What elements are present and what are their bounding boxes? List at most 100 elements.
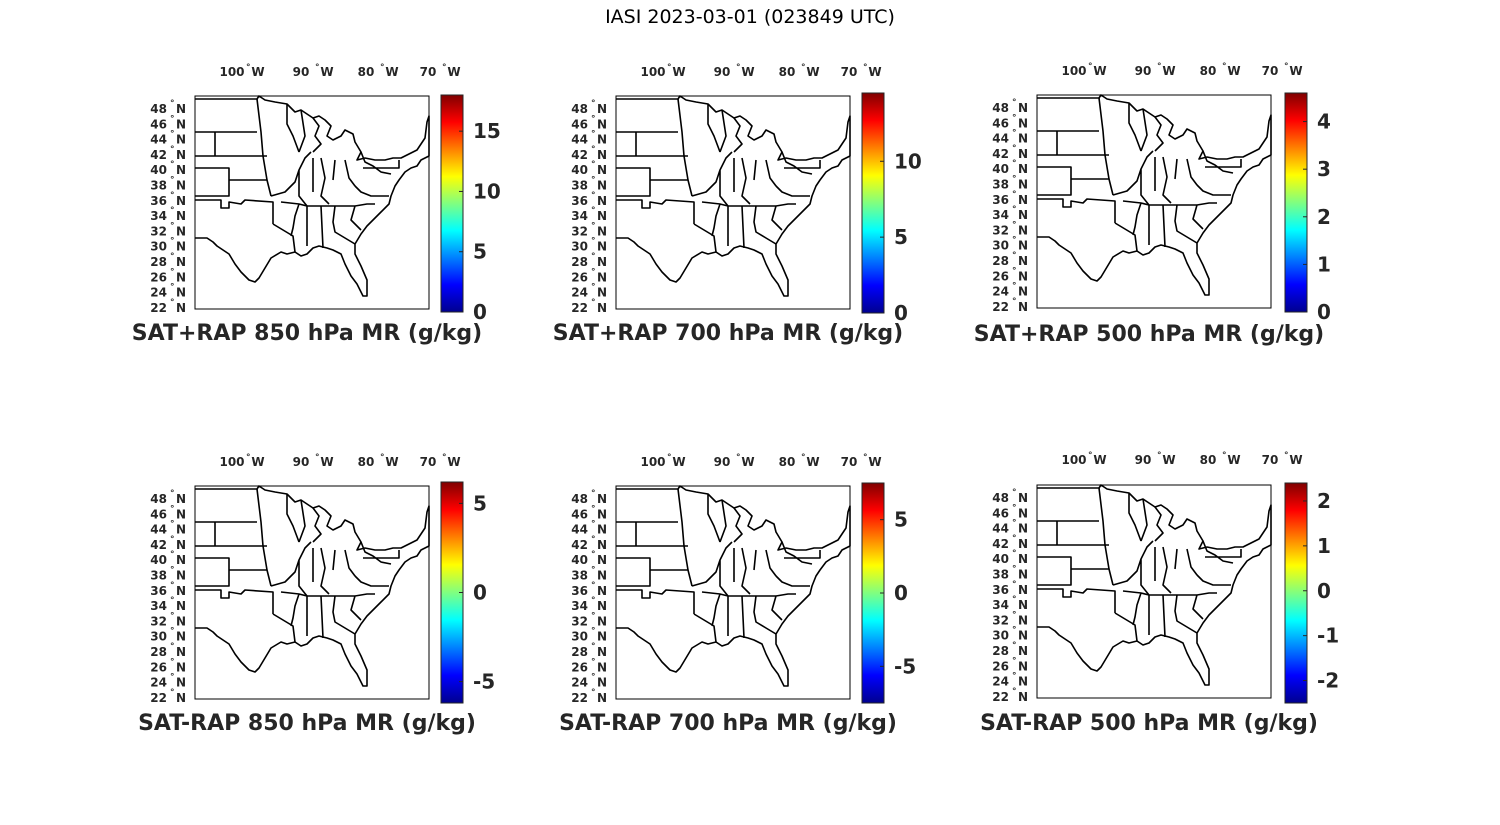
lat-suffix: N [176, 630, 186, 644]
lon-label: 100 [640, 455, 665, 469]
lon-label: 80 [779, 65, 796, 79]
us-states-map-icon [616, 485, 851, 687]
colorbar-tick-label: 0 [1317, 300, 1331, 324]
degree-mark: ° [1012, 129, 1017, 139]
lat-suffix: N [1018, 101, 1028, 115]
degree-mark: ° [315, 453, 320, 463]
map-panel-4: 100 ° W 90 ° W 80 ° W 70 ° W48 ° N46 ° N44 ° N42 ° N40 ° N38 °… [138, 453, 495, 736]
lon-label: 90 [714, 65, 731, 79]
lat-suffix: N [176, 523, 186, 537]
lat-suffix: N [597, 255, 607, 269]
degree-mark: ° [591, 160, 596, 170]
colorbar-tick-label: 0 [473, 300, 487, 324]
lat-label: 22 [571, 691, 588, 705]
lon-suffix: W [320, 455, 333, 469]
panel-title: SAT+RAP 850 hPa MR (g/kg) [132, 321, 482, 346]
lat-label: 44 [150, 133, 167, 147]
degree-mark: ° [591, 237, 596, 247]
degree-mark: ° [170, 191, 175, 201]
lat-suffix: N [1018, 116, 1028, 130]
lat-suffix: N [597, 691, 607, 705]
degree-mark: ° [170, 504, 175, 514]
lat-suffix: N [1018, 537, 1028, 551]
lat-suffix: N [597, 538, 607, 552]
lat-label: 34 [992, 208, 1009, 222]
lon-suffix: W [320, 65, 333, 79]
degree-mark: ° [1012, 549, 1017, 559]
colorbar-tick-label: 5 [894, 225, 908, 249]
lon-label: 90 [1135, 453, 1152, 467]
lat-label: 36 [992, 583, 1009, 597]
lat-suffix: N [176, 240, 186, 254]
lon-label: 80 [779, 455, 796, 469]
lon-suffix: W [385, 455, 398, 469]
lat-suffix: N [597, 492, 607, 506]
lon-label: 70 [1262, 64, 1279, 78]
degree-mark: ° [1012, 626, 1017, 636]
lat-suffix: N [176, 301, 186, 315]
colorbar-tick-label: 10 [894, 149, 922, 173]
degree-mark: ° [591, 114, 596, 124]
lat-label: 24 [992, 675, 1009, 689]
lat-suffix: N [597, 179, 607, 193]
lat-label: 32 [992, 223, 1009, 237]
lon-label: 70 [841, 455, 858, 469]
lat-label: 30 [150, 240, 167, 254]
panel-title: SAT+RAP 500 hPa MR (g/kg) [974, 322, 1324, 347]
lat-label: 48 [150, 492, 167, 506]
lat-suffix: N [1018, 254, 1028, 268]
lat-label: 30 [571, 630, 588, 644]
degree-mark: ° [170, 114, 175, 124]
lat-suffix: N [1018, 613, 1028, 627]
lat-label: 28 [150, 255, 167, 269]
degree-mark: ° [591, 688, 596, 698]
lat-suffix: N [597, 224, 607, 238]
degree-mark: ° [591, 566, 596, 576]
lat-suffix: N [597, 507, 607, 521]
degree-mark: ° [170, 221, 175, 231]
degree-mark: ° [1088, 62, 1093, 72]
degree-mark: ° [246, 63, 251, 73]
degree-mark: ° [380, 453, 385, 463]
lat-suffix: N [1018, 239, 1028, 253]
colorbar-tick-label: 2 [1317, 489, 1331, 513]
degree-mark: ° [1222, 62, 1227, 72]
degree-mark: ° [170, 99, 175, 109]
lon-suffix: W [672, 65, 685, 79]
lat-label: 28 [992, 254, 1009, 268]
panel-title: SAT+RAP 700 hPa MR (g/kg) [553, 321, 903, 346]
degree-mark: ° [667, 63, 672, 73]
lat-suffix: N [176, 538, 186, 552]
lat-label: 40 [992, 162, 1009, 176]
degree-mark: ° [315, 63, 320, 73]
degree-mark: ° [170, 252, 175, 262]
lon-suffix: W [447, 65, 460, 79]
degree-mark: ° [591, 130, 596, 140]
degree-mark: ° [170, 550, 175, 560]
lat-suffix: N [1018, 208, 1028, 222]
lat-label: 22 [992, 690, 1009, 704]
lat-label: 42 [571, 538, 588, 552]
colorbar-tick-label: -2 [1317, 669, 1339, 693]
us-states-map-icon [1037, 94, 1272, 296]
lon-label: 90 [714, 455, 731, 469]
colorbar-tick-label: 5 [473, 491, 487, 515]
lat-label: 46 [992, 116, 1009, 130]
degree-mark: ° [1088, 451, 1093, 461]
degree-mark: ° [170, 145, 175, 155]
degree-mark: ° [1012, 205, 1017, 215]
lat-label: 44 [992, 522, 1009, 536]
colorbar-tick-label: 0 [894, 581, 908, 605]
lon-suffix: W [868, 65, 881, 79]
degree-mark: ° [1157, 451, 1162, 461]
lon-suffix: W [1093, 453, 1106, 467]
lat-label: 44 [571, 133, 588, 147]
degree-mark: ° [170, 596, 175, 606]
degree-mark: ° [591, 673, 596, 683]
lat-suffix: N [1018, 162, 1028, 176]
lon-label: 90 [293, 455, 310, 469]
lat-suffix: N [1018, 659, 1028, 673]
degree-mark: ° [736, 63, 741, 73]
colorbar-tick-label: -1 [1317, 624, 1339, 648]
